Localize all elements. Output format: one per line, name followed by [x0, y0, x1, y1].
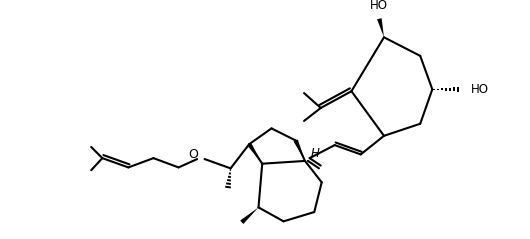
Polygon shape — [248, 143, 262, 164]
Text: HO: HO — [370, 0, 388, 12]
Polygon shape — [294, 140, 305, 161]
Polygon shape — [377, 18, 384, 37]
Text: O: O — [189, 148, 198, 161]
Polygon shape — [240, 207, 259, 224]
Text: H: H — [311, 147, 320, 160]
Text: HO: HO — [471, 83, 489, 96]
